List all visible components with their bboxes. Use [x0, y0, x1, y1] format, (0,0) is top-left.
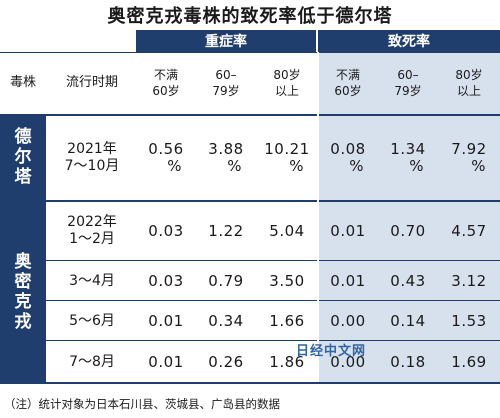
value-cell: 0.43 — [390, 272, 426, 290]
value-cell: 0.70 — [390, 222, 426, 240]
fatality-rate-header: 致死率 — [318, 30, 500, 52]
row-divider — [46, 260, 500, 261]
value-cell: 0.01 — [330, 222, 366, 240]
strain-label-omicron: 奥密克戎 — [0, 201, 46, 382]
age-header-80plus-severe: 80岁 以上 — [273, 68, 301, 98]
value-cell: 3.88% — [208, 140, 244, 175]
period-cell: 3～4月 — [69, 272, 115, 289]
value-cell: 1.69 — [451, 353, 487, 371]
value-cell: 1.53 — [451, 312, 487, 330]
value-cell: 0.00 — [330, 312, 366, 330]
row-divider — [46, 340, 500, 341]
header-divider — [0, 52, 500, 53]
row-divider — [46, 300, 500, 301]
strain-column-header: 毒株 — [9, 75, 36, 90]
section-divider — [317, 52, 319, 382]
value-cell: 0.18 — [390, 353, 426, 371]
age-header-60to79-severe: 60– 79岁 — [212, 68, 240, 98]
value-cell: 0.01 — [148, 312, 184, 330]
table-row: 2021年 7～10月 0.56% 3.88% 10.21% 0.08% 1.34% 7.92… — [0, 116, 500, 200]
value-cell: 5.04 — [269, 222, 305, 240]
value-cell: 7.92% — [451, 140, 487, 175]
period-cell: 2022年 1～2月 — [67, 214, 117, 247]
value-cell: 0.00 — [330, 353, 366, 371]
table-bottom-rule — [0, 382, 500, 384]
value-cell: 0.01 — [330, 272, 366, 290]
value-cell: 10.21% — [264, 140, 310, 175]
value-cell: 0.79 — [208, 272, 244, 290]
fatality-shade-header — [318, 52, 500, 114]
watermark: 日经中文网 — [296, 344, 367, 359]
value-cell: 0.56% — [148, 140, 184, 175]
value-cell: 1.86 — [269, 353, 305, 371]
age-header-under60-fatal: 不满 60岁 — [334, 68, 362, 98]
strain-label-delta: 德尔塔 — [0, 114, 46, 200]
value-cell: 0.26 — [208, 353, 244, 371]
age-header-80plus-fatal: 80岁 以上 — [455, 68, 483, 98]
value-cell: 3.50 — [269, 272, 305, 290]
header-bottom-rule — [0, 114, 500, 116]
table-row: 2022年 1～2月 0.03 1.22 5.04 0.01 0.70 4.57 — [0, 202, 500, 260]
age-header-60to79-fatal: 60– 79岁 — [394, 68, 422, 98]
severe-rate-header: 重症率 — [136, 30, 316, 52]
value-cell: 1.66 — [269, 312, 305, 330]
period-cell: 5～6月 — [69, 312, 115, 329]
period-cell: 7～8月 — [69, 353, 115, 370]
page-title: 奥密克戎毒株的致死率低于德尔塔 — [107, 6, 393, 27]
period-column-header: 流行时期 — [65, 75, 118, 90]
value-cell: 0.14 — [390, 312, 426, 330]
value-cell: 1.34% — [390, 140, 426, 175]
value-cell: 0.03 — [148, 222, 184, 240]
value-cell: 4.57 — [451, 222, 487, 240]
table-row: 5～6月 0.01 0.34 1.66 0.00 0.14 1.53 — [0, 302, 500, 340]
period-cell: 2021年 7～10月 — [64, 141, 120, 174]
value-cell: 3.12 — [451, 272, 487, 290]
value-cell: 0.08% — [330, 140, 366, 175]
value-cell: 0.03 — [148, 272, 184, 290]
age-header-under60-severe: 不满 60岁 — [152, 68, 180, 98]
strain-divider — [0, 200, 500, 202]
table-row: 7～8月 0.01 0.26 1.86 0.00 0.18 1.69 — [0, 342, 500, 382]
value-cell: 0.01 — [148, 353, 184, 371]
fatality-column-shade — [318, 114, 500, 382]
value-cell: 1.22 — [208, 222, 244, 240]
footnote: （注）统计对象为日本石川县、茨城县、广岛县的数据 — [4, 397, 280, 411]
table-row: 3～4月 0.03 0.79 3.50 0.01 0.43 3.12 — [0, 262, 500, 300]
value-cell: 0.34 — [208, 312, 244, 330]
